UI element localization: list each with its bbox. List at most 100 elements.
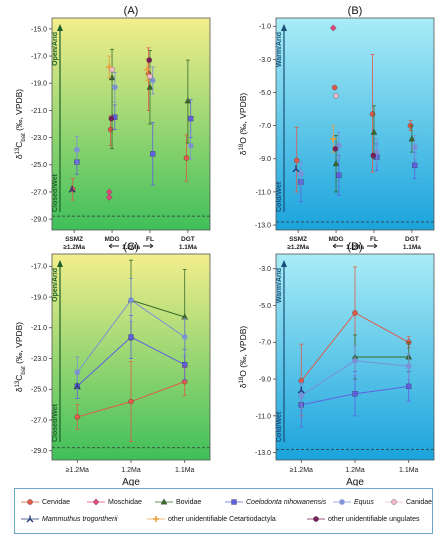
legend-label: other unidentifiable Cetartiodactyla bbox=[168, 515, 276, 523]
y-tick-label: -23.0 bbox=[31, 135, 47, 142]
other-unidentifiable-cetartiodactyla-marker bbox=[144, 66, 151, 73]
mammuthus-trogontherii-marker bbox=[292, 165, 300, 173]
y-tick-label: -27.0 bbox=[31, 189, 47, 196]
x-category-label: DGT bbox=[181, 236, 195, 243]
arrow-top-label: Open/Arid bbox=[52, 32, 59, 66]
y-tick-label: -17.0 bbox=[31, 264, 47, 271]
cervidae-marker bbox=[183, 155, 190, 161]
bovidae-marker bbox=[146, 83, 154, 90]
other-unidentifiable-cetartiodactyla-legend-icon bbox=[147, 516, 165, 522]
coelodonta-nihowanensis-marker bbox=[231, 499, 237, 505]
panel-a: -15.0 -17.0 -19.0 -21.0 -23.0 -25.0 -27.0 -29.0… bbox=[14, 5, 211, 251]
equus-marker bbox=[335, 142, 342, 149]
plot-frame bbox=[51, 17, 211, 231]
bovidae-marker bbox=[332, 160, 340, 167]
left-arrow-icon bbox=[332, 243, 343, 249]
coelodonta-nihowanensis-marker bbox=[188, 115, 194, 122]
legend: Cervidae Moschidae Bovidae Coelodonta nihow… bbox=[14, 488, 433, 534]
arrow-top-label: Warm/Arid bbox=[276, 32, 283, 67]
series-cervidae bbox=[74, 361, 188, 442]
equus-marker bbox=[149, 77, 156, 84]
legend-row: Mammuthus trogontherii other unidentifiab… bbox=[15, 512, 432, 526]
plot-frame bbox=[275, 17, 435, 231]
x-category-label: SSMZ bbox=[65, 236, 83, 243]
x-category-label: MDG bbox=[104, 236, 119, 243]
y-tick-label: -17.0 bbox=[31, 53, 47, 60]
legend-item-mammuthus-trogontherii: Mammuthus trogontherii bbox=[21, 512, 117, 526]
other-unidentifiable-ungulates-marker bbox=[146, 57, 153, 63]
series-other-unidentifiable-ungulates bbox=[332, 146, 377, 159]
x-category-label: 1.1Ma bbox=[399, 467, 419, 474]
series-cervidae bbox=[293, 54, 414, 193]
x-age-sublabel: 1.1Ma bbox=[403, 244, 421, 251]
equus-marker bbox=[411, 144, 418, 151]
y-tick-label: -23.0 bbox=[31, 356, 47, 363]
moschidae-marker bbox=[92, 498, 100, 506]
x-axis-label: Age bbox=[122, 477, 140, 486]
series-mammuthus-trogontherii bbox=[292, 165, 300, 173]
series-canidae bbox=[333, 93, 339, 99]
cervidae-marker bbox=[352, 310, 358, 316]
y-tick-label: -11.0 bbox=[256, 413, 272, 420]
series-equus bbox=[297, 131, 418, 186]
coelodonta-nihowanensis-marker bbox=[352, 391, 358, 397]
other-unidentifiable-ungulates-marker bbox=[313, 516, 319, 522]
x-category-label: ≥1.2Ma bbox=[290, 467, 313, 474]
moschidae-marker bbox=[330, 24, 337, 32]
y-tick-label: -7.0 bbox=[259, 123, 271, 130]
left-arrow-icon bbox=[108, 243, 119, 249]
right-arrow-icon bbox=[143, 243, 154, 249]
arrow-bottom-label: Cold/Wet bbox=[276, 411, 283, 442]
legend-label: Cervidae bbox=[42, 498, 71, 506]
cervidae-marker bbox=[107, 126, 114, 133]
cervidae-marker bbox=[293, 157, 300, 164]
y-tick-label: -1.0 bbox=[259, 24, 271, 31]
coelodonta-nihowanensis-marker bbox=[412, 162, 418, 169]
series-moschidae bbox=[106, 188, 113, 201]
equus-marker bbox=[298, 392, 305, 399]
series-moschidae bbox=[330, 24, 337, 32]
x-category-label: DGT bbox=[405, 236, 419, 243]
arrow-head-icon bbox=[281, 24, 287, 31]
arrow-head-icon bbox=[281, 260, 287, 267]
panel-b: -1.0 -3.0 -5.0 -7.0 -9.0 -11.0 -13.0 (B) δ18O (‰… bbox=[238, 5, 435, 251]
y-tick-label: -5.0 bbox=[259, 303, 271, 310]
series-other-unidentifiable-ungulates bbox=[108, 57, 153, 122]
canidae-marker bbox=[109, 66, 115, 73]
canidae-legend-icon bbox=[385, 499, 403, 505]
legend-item-bovidae: Bovidae bbox=[155, 495, 201, 509]
moschidae-marker bbox=[106, 193, 113, 201]
cervidae-marker bbox=[369, 111, 376, 117]
moschidae-legend-icon bbox=[87, 498, 105, 506]
equus-marker bbox=[339, 499, 345, 505]
coelodonta-nihowanensis-legend-icon bbox=[225, 499, 243, 505]
x-category-label: 1.1Ma bbox=[175, 467, 195, 474]
y-tick-label: -9.0 bbox=[259, 376, 271, 383]
series-mammuthus-trogontherii bbox=[73, 382, 81, 390]
y-tick-label: -21.0 bbox=[31, 108, 47, 115]
equus-marker bbox=[352, 357, 358, 364]
canidae-marker bbox=[147, 73, 153, 80]
other-unidentifiable-ungulates-marker bbox=[370, 152, 377, 159]
bovidae-legend-icon bbox=[155, 498, 173, 505]
y-tick-label: -13.0 bbox=[255, 450, 271, 457]
y-axis-label: δ13Cbat (‰, VPDB) bbox=[14, 89, 27, 159]
y-tick-label: -25.0 bbox=[31, 387, 47, 394]
legend-item-canidae: Canidae bbox=[385, 495, 432, 509]
y-tick-label: -29.0 bbox=[31, 217, 47, 224]
y-tick-label: -3.0 bbox=[259, 57, 271, 64]
legend-label: Bovidae bbox=[176, 498, 202, 506]
arrow-bottom-label: Closed/Wet bbox=[52, 173, 59, 212]
y-tick-label: -19.0 bbox=[31, 294, 47, 301]
y-tick-label: -3.0 bbox=[259, 266, 271, 273]
legend-item-equus: Equus bbox=[333, 495, 374, 509]
y-axis-label: δ18O (‰, VPDB) bbox=[238, 326, 248, 389]
legend-item-coelodonta-nihowanensis: Coelodonta nihowanensis bbox=[225, 495, 326, 509]
figure: -15.0 -17.0 -19.0 -21.0 -23.0 -25.0 -27.0 -29.0… bbox=[14, 5, 435, 486]
series-bovidae bbox=[108, 48, 192, 149]
y-tick-label: -29.0 bbox=[31, 448, 47, 455]
arrow-bottom-label: Closed/Wet bbox=[52, 403, 59, 442]
series-mammuthus-trogontherii bbox=[297, 386, 305, 394]
cervidae-marker bbox=[331, 84, 338, 91]
x-category-label: FL bbox=[370, 236, 378, 243]
